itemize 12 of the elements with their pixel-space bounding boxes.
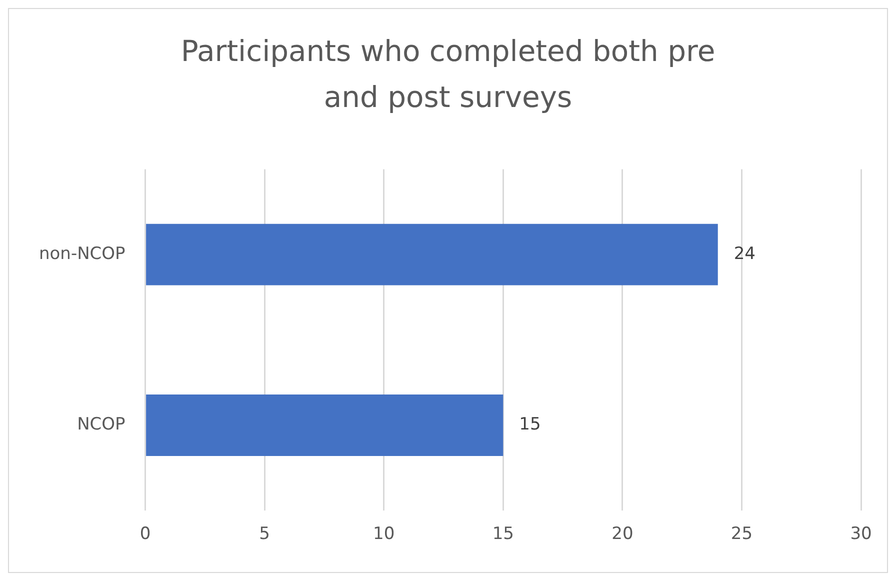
x-tick-label: 20 bbox=[612, 524, 634, 544]
chart-title: Participants who completed both pre and post surveys bbox=[180, 33, 716, 116]
y-tick-label: non-NCOP bbox=[38, 244, 126, 264]
x-tick-label: 5 bbox=[259, 524, 270, 544]
x-tick-label: 0 bbox=[140, 524, 151, 544]
data-label: 15 bbox=[519, 414, 541, 435]
data-label: 24 bbox=[734, 244, 756, 264]
x-tick-label: 10 bbox=[373, 524, 395, 544]
x-tick-label: 15 bbox=[492, 524, 514, 544]
y-tick-label: NCOP bbox=[77, 414, 126, 435]
x-tick-label: 30 bbox=[850, 524, 872, 544]
x-tick-label: 25 bbox=[730, 524, 753, 544]
